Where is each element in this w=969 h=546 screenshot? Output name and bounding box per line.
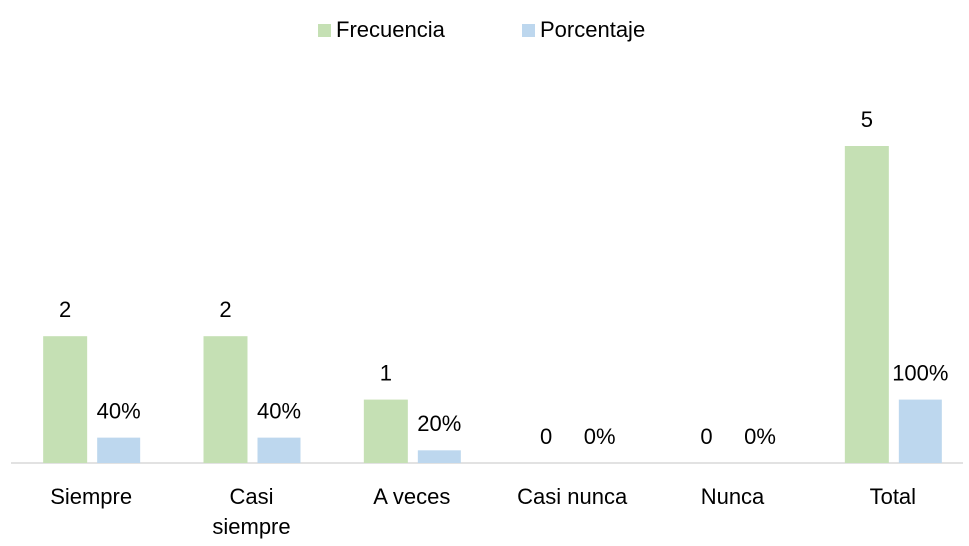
data-label: 1 <box>380 360 392 385</box>
legend-swatch <box>522 24 535 37</box>
bar <box>898 399 942 463</box>
legend-label: Porcentaje <box>540 17 645 42</box>
bar <box>363 399 408 463</box>
data-label: 0% <box>744 424 776 449</box>
data-label: 40% <box>257 398 301 423</box>
data-label: 0 <box>540 424 552 449</box>
data-label: 0 <box>700 424 712 449</box>
data-label: 0% <box>584 424 616 449</box>
x-tick-label: Casi nunca <box>517 484 628 509</box>
x-tick-label: Nunca <box>700 484 765 509</box>
data-label: 20% <box>417 411 461 436</box>
bar <box>203 336 248 463</box>
bar <box>417 450 461 463</box>
bar <box>257 437 301 463</box>
x-tick-label: Siempre <box>50 484 133 509</box>
x-tick-label: Total <box>869 484 917 509</box>
legend-swatch <box>318 24 331 37</box>
data-label: 2 <box>219 297 231 322</box>
legend-label: Frecuencia <box>336 17 446 42</box>
data-label: 2 <box>59 297 71 322</box>
x-tick-label: Casi siempre <box>212 484 291 539</box>
bar <box>43 336 88 463</box>
x-tick-label: A veces <box>373 484 451 509</box>
bar <box>844 146 889 463</box>
data-label: 40% <box>97 398 141 423</box>
data-label: 100% <box>892 360 948 385</box>
data-label: 5 <box>861 107 873 132</box>
bar <box>97 437 141 463</box>
